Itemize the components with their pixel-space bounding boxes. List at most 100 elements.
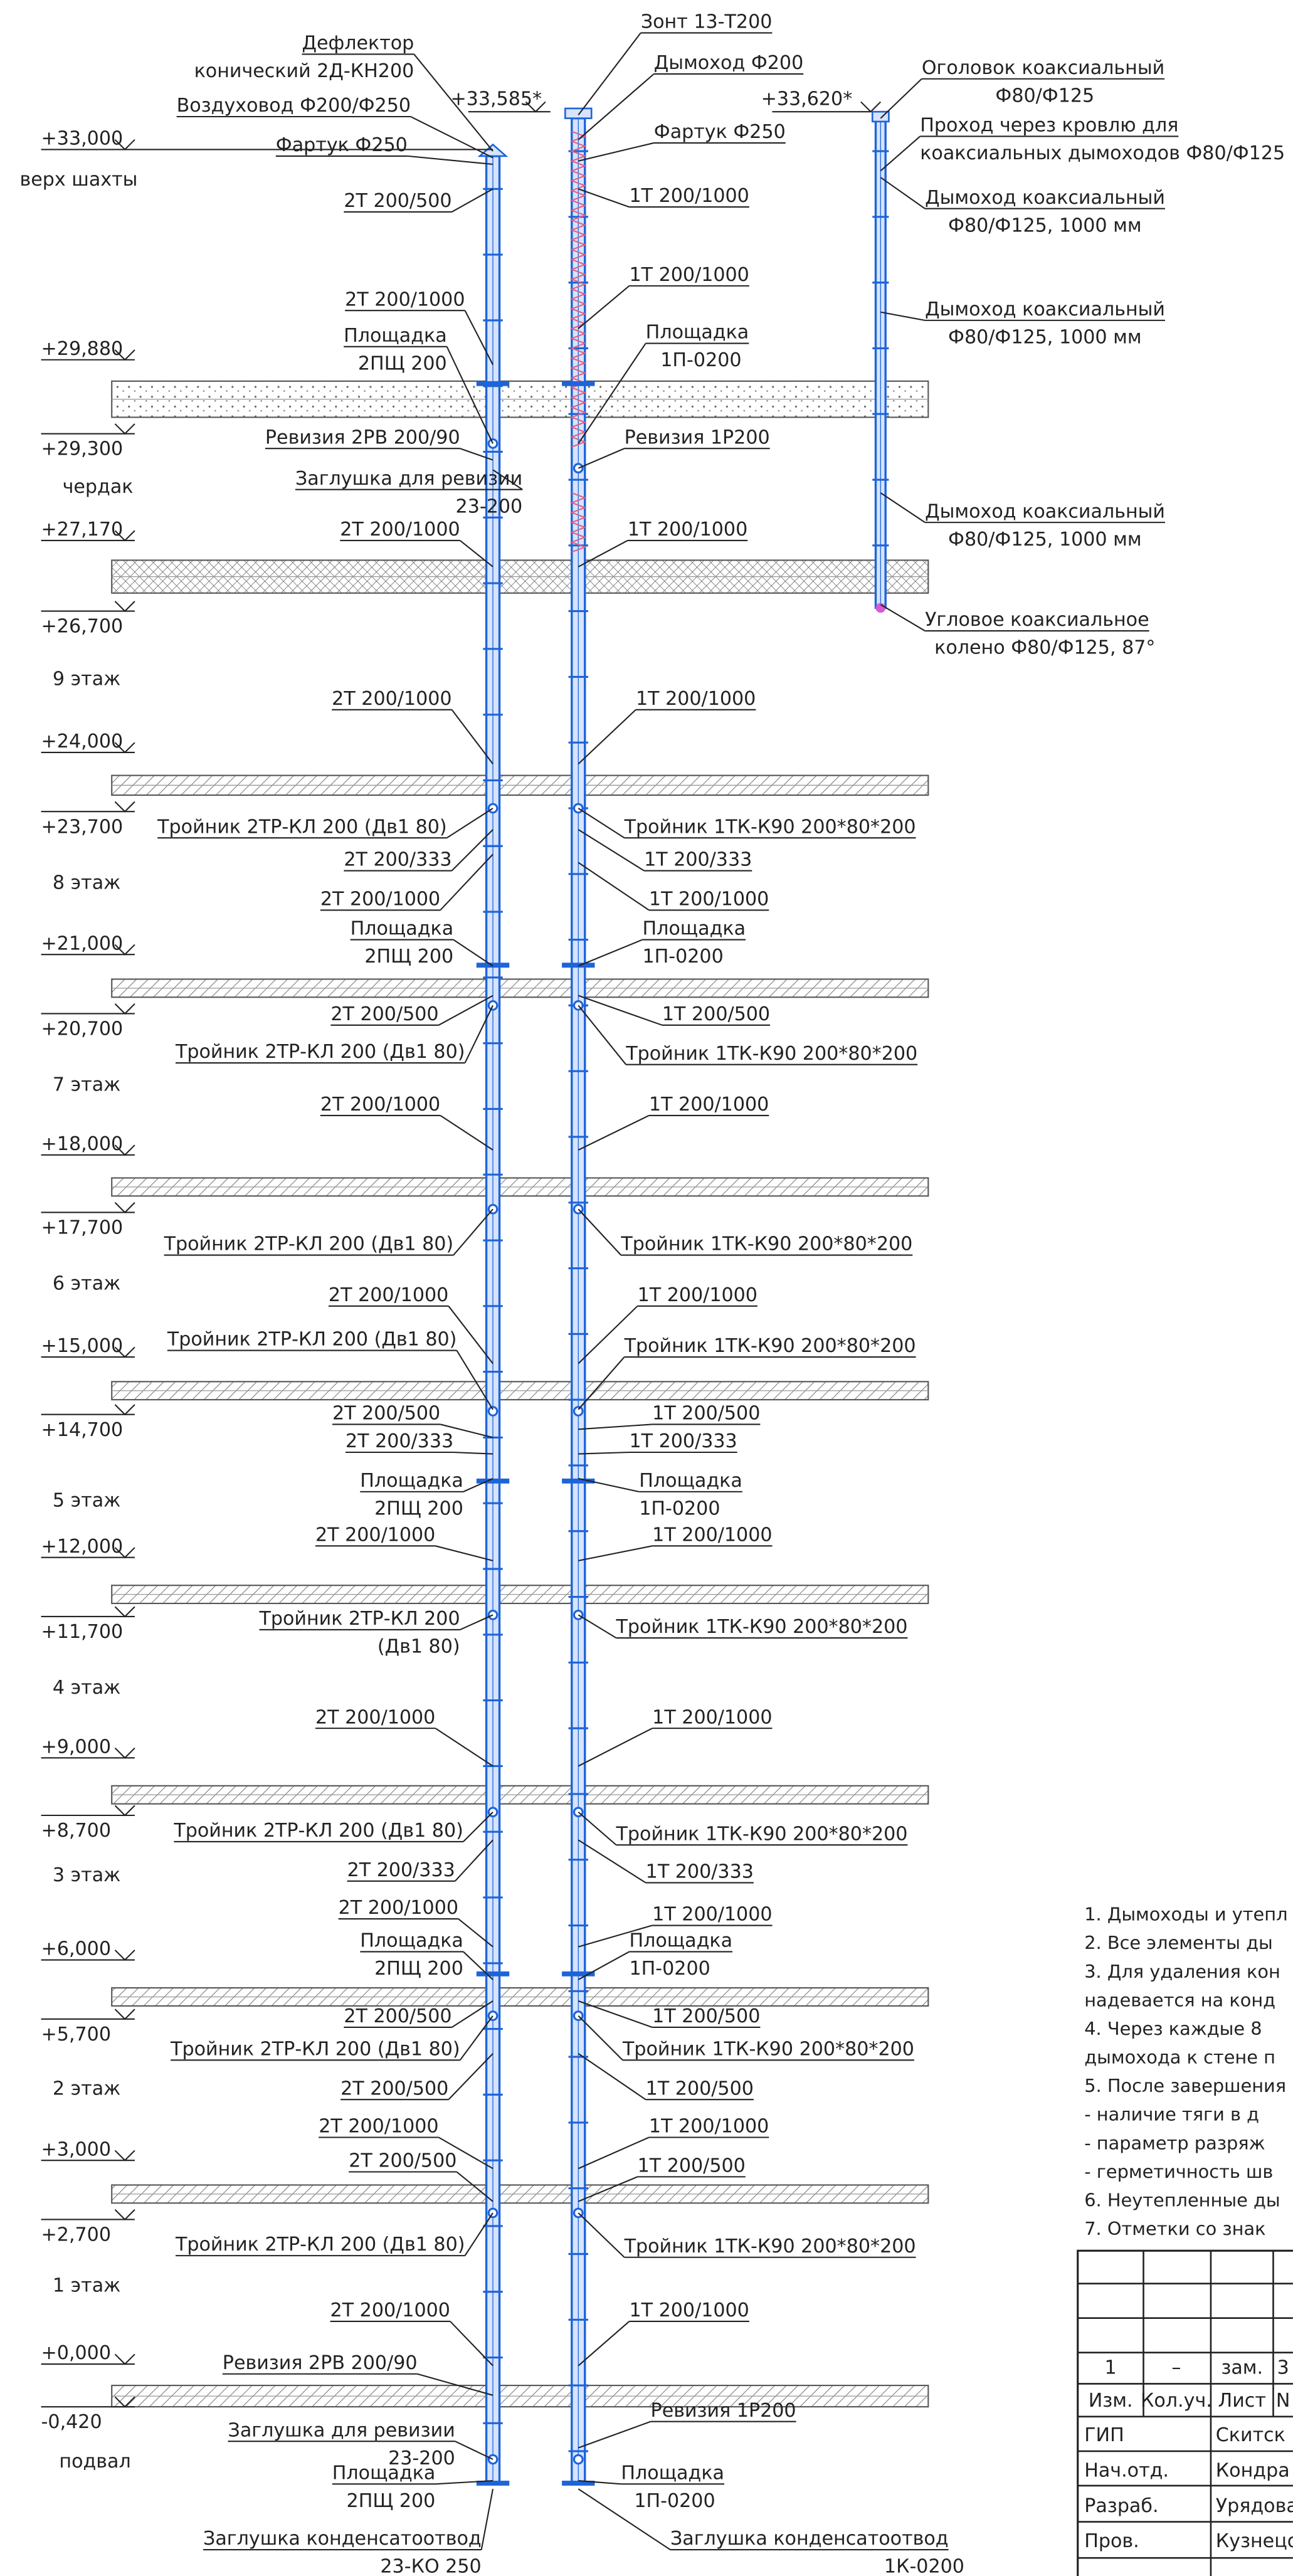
title-block-role: ГИП — [1084, 2424, 1124, 2446]
elevation-marker — [115, 1203, 134, 1213]
floor-label: 9 этаж — [53, 668, 120, 690]
elevation-marker — [115, 2150, 134, 2160]
callout-text: 1Т 200/1000 — [649, 2116, 769, 2138]
tee — [574, 804, 583, 813]
callout-text: Ревизия 2РВ 200/90 — [265, 426, 460, 448]
callout-text: 1П-0200 — [660, 349, 741, 371]
callout-leader — [411, 117, 493, 157]
callout-text: 2Т 200/1000 — [345, 288, 465, 310]
callout-text: конический 2Д-КН200 — [194, 60, 414, 82]
callout-leader — [578, 2422, 650, 2448]
callout-text: Площадка — [360, 1470, 463, 1492]
elevation-marker — [115, 802, 134, 812]
callout-text: 2ПЩ 200 — [347, 2490, 436, 2512]
callout-text: 1Т 200/500 — [646, 2077, 754, 2099]
platform — [562, 963, 594, 968]
callout-text: 1Т 200/1000 — [652, 1524, 772, 1546]
top-mark: +33,620* — [761, 88, 853, 110]
callout-text: Оголовок коаксиальный — [922, 57, 1164, 79]
floor-label: 4 этаж — [53, 1677, 120, 1699]
elevation-label: +2,700 — [41, 2224, 111, 2246]
callout-text: Зонт 13-Т200 — [641, 11, 773, 33]
elevation-label: +0,000 — [41, 2342, 111, 2364]
callout-text: Дымоход коаксиальный — [925, 187, 1165, 209]
elevation-marker — [115, 1748, 134, 1758]
page: Схема дымоходов {"elevations": ["+33,000… — [0, 0, 1293, 2576]
callout-text: Ф80/Ф125 — [995, 85, 1094, 107]
callout-text: 1Т 200/500 — [652, 1403, 760, 1425]
callout-text: 2Т 200/500 — [344, 190, 451, 212]
callout-leader — [578, 189, 629, 207]
elevation-label: +6,000 — [41, 1938, 111, 1960]
title-block-frame — [1078, 2251, 1293, 2576]
callout-text: Ф80/Ф125, 1000 мм — [948, 327, 1142, 349]
note: 3. Для удаления кон — [1084, 1961, 1280, 1982]
note: 5. После завершения — [1084, 2075, 1286, 2096]
callout-text: 2ПЩ 200 — [364, 946, 453, 968]
callout-text: 23-200 — [456, 495, 523, 517]
callout-leader — [578, 862, 649, 910]
page-body: +33,000+29,880+29,300+27,170+26,700+24,0… — [0, 0, 1293, 2576]
note: надевается на конд — [1084, 1989, 1275, 2010]
callout-text: Фартук Ф250 — [276, 134, 408, 156]
callout-text: 1Т 200/333 — [646, 1861, 754, 1883]
tee — [574, 1407, 583, 1416]
floor-label: 3 этаж — [53, 1864, 120, 1886]
callout-text: 1Т 200/500 — [652, 2005, 760, 2027]
callout-text: Ревизия 1Р200 — [625, 426, 770, 448]
platform — [477, 381, 509, 386]
callout-leader — [578, 1546, 652, 1561]
floor-label: 8 этаж — [53, 872, 120, 894]
top-mark: +33,585* — [450, 88, 542, 110]
callout-text: Тройник 1ТК-К90 200*80*200 — [624, 816, 916, 838]
floor-label: подвал — [59, 2451, 130, 2473]
callout-text: Тройник 2ТР-КЛ 200 (Дв1 80) — [173, 1820, 463, 1842]
elevation-label: +20,700 — [41, 1018, 124, 1040]
callout-text: Дымоход коаксиальный — [925, 298, 1165, 320]
callout-text: 1П-0200 — [634, 2490, 715, 2512]
callout-text: 1Т 200/333 — [629, 1430, 737, 1452]
callout-leader — [578, 33, 641, 115]
title-block-cell: зам. — [1221, 2357, 1263, 2379]
callout-text: Заглушка для ревизии — [228, 2419, 455, 2441]
elevation-marker — [115, 1805, 134, 1815]
callout-text: 2Т 200/1000 — [315, 1706, 435, 1728]
callout-leader — [578, 74, 654, 140]
callout-text: 2Т 200/1000 — [320, 889, 440, 911]
elevation-label: +5,700 — [41, 2024, 111, 2045]
elevation-label: +12,000 — [41, 1536, 124, 1558]
callout-text: Площадка — [332, 2462, 436, 2484]
title-block-name: Скитск — [1216, 2424, 1285, 2446]
callout-text: Площадка — [639, 1470, 742, 1492]
callout-text: 2Т 200/1000 — [332, 688, 451, 710]
elevation-label: +29,880 — [41, 338, 124, 360]
callout-leader — [880, 79, 921, 119]
note: 2. Все элементы ды — [1084, 1932, 1273, 1953]
title-block-name: Кузнецо — [1216, 2530, 1293, 2552]
callout-text: Ф80/Ф125, 1000 мм — [948, 214, 1142, 236]
elevation-label: -0,420 — [41, 2411, 102, 2433]
callout-text: 1Т 200/1000 — [629, 185, 749, 207]
title-block-role: Нач.отд. — [1084, 2459, 1169, 2481]
callout-text: Тройник 1ТК-К90 200*80*200 — [624, 1335, 916, 1357]
tee — [574, 2455, 583, 2464]
note: - герметичность шв — [1084, 2161, 1273, 2182]
elevation-label: +3,000 — [41, 2138, 111, 2160]
callout-text: Ф80/Ф125, 1000 мм — [948, 529, 1142, 551]
elevation-label: +27,170 — [41, 519, 124, 541]
callout-text: Тройник 1ТК-К90 200*80*200 — [625, 1043, 917, 1065]
callout-text: 2Т 200/1000 — [340, 519, 460, 541]
title-block-cell: Кол.уч. — [1141, 2390, 1212, 2412]
callout-leader — [578, 2321, 629, 2366]
callout-text: Тройник 2ТР-КЛ 200 (Дв1 80) — [175, 1041, 465, 1063]
elevation-label: +23,700 — [41, 816, 124, 838]
elevation-label: +21,000 — [41, 932, 124, 954]
callout-text: 1П-0200 — [639, 1498, 720, 1520]
callout-leader — [578, 286, 629, 329]
callout-text: 2ПЩ 200 — [374, 1498, 463, 1520]
callout-text: Угловое коаксиальное — [925, 609, 1149, 631]
callout-text: Ревизия 2РВ 200/90 — [223, 2352, 418, 2374]
elevation-marker — [115, 2354, 134, 2364]
platform — [477, 963, 509, 968]
note: дымохода к стене п — [1084, 2047, 1275, 2068]
